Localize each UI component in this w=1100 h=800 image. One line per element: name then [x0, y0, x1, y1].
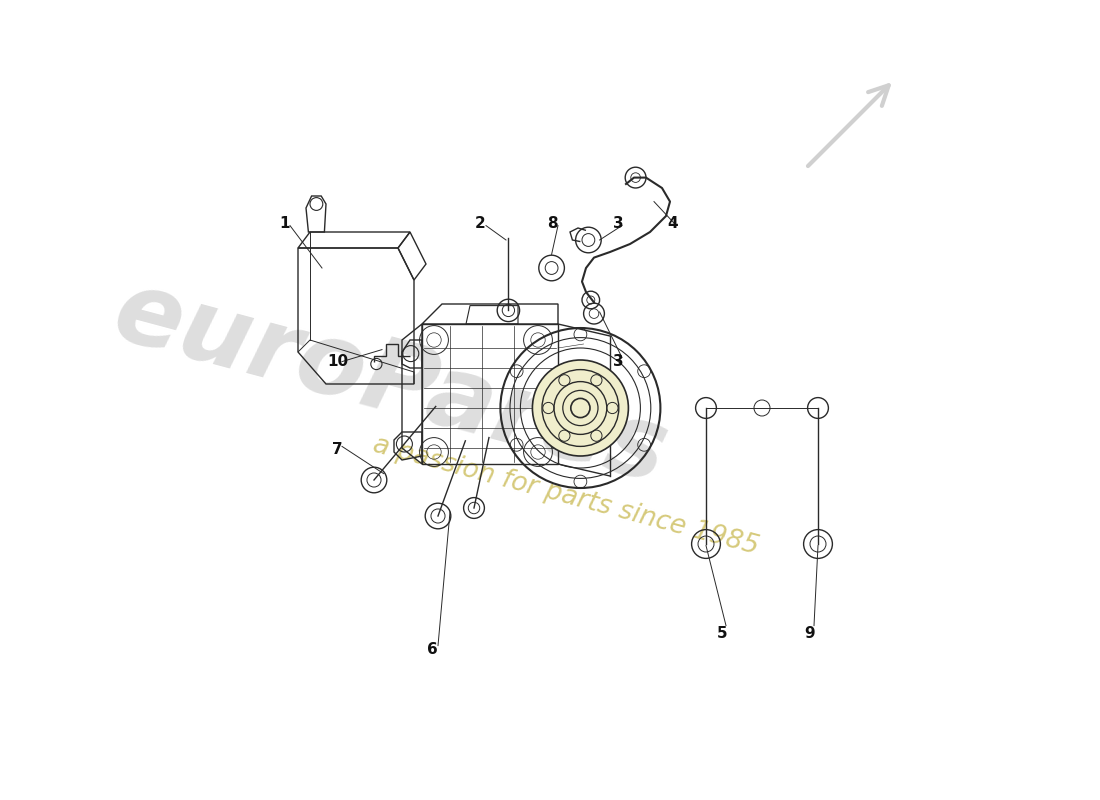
Text: 4: 4: [667, 216, 678, 230]
Text: a passion for parts since 1985: a passion for parts since 1985: [371, 432, 762, 560]
Text: 3: 3: [613, 354, 624, 369]
Text: 3: 3: [613, 216, 624, 230]
Text: 5: 5: [717, 626, 727, 641]
Circle shape: [563, 390, 598, 426]
Text: 7: 7: [332, 442, 342, 457]
Text: 8: 8: [547, 216, 558, 230]
Text: 1: 1: [279, 216, 289, 230]
Text: 2: 2: [475, 216, 486, 230]
Text: 9: 9: [805, 626, 815, 641]
Text: 10: 10: [328, 354, 349, 369]
Circle shape: [532, 360, 628, 456]
Text: euroPares: euroPares: [103, 263, 678, 505]
Text: 6: 6: [427, 642, 438, 657]
